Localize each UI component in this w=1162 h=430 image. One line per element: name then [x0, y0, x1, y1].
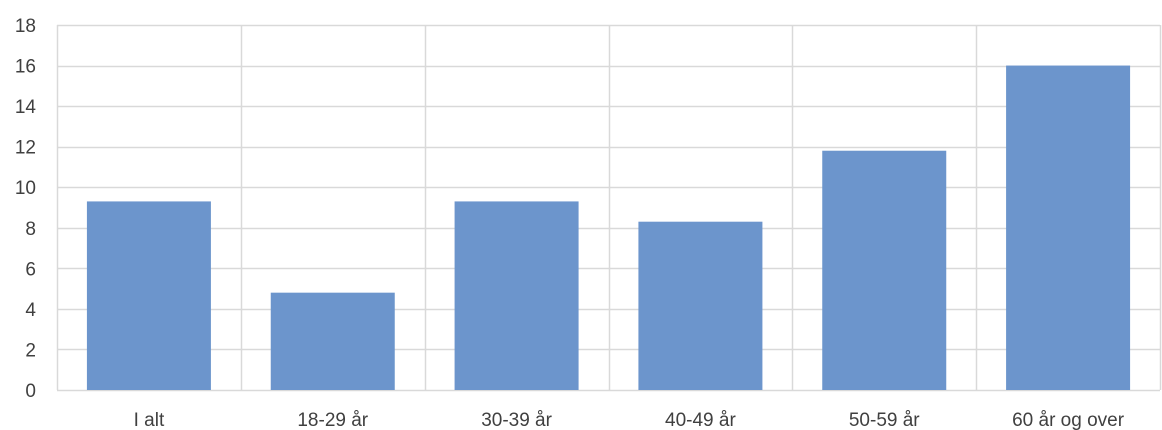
- bar: [86, 201, 211, 390]
- bars: [86, 65, 1131, 391]
- bar: [270, 292, 395, 390]
- x-axis-tick-labels: I alt 18-29 år 30-39 år 40-49 år 50-59 år 60 …: [134, 410, 1125, 430]
- gridlines: [56, 24, 1162, 392]
- y-tick-label: 16: [15, 57, 36, 78]
- y-tick-label: 18: [15, 16, 36, 37]
- y-tick-label: 10: [15, 178, 36, 199]
- x-tick-label: 60 år og over: [1012, 410, 1125, 430]
- x-tick-label: 18-29 år: [297, 410, 368, 430]
- y-tick-label: 6: [25, 259, 36, 280]
- y-tick-label: 0: [25, 381, 36, 402]
- y-tick-label: 8: [25, 219, 36, 240]
- y-axis-tick-labels: 0 2 4 6 8 10 12 14 16 18: [15, 16, 37, 402]
- x-tick-label: 40-49 år: [665, 410, 736, 430]
- x-tick-label: 30-39 år: [481, 410, 552, 430]
- bar: [638, 221, 763, 390]
- bar: [454, 201, 579, 390]
- y-tick-label: 12: [15, 138, 36, 159]
- x-tick-label: I alt: [134, 410, 165, 430]
- bar: [822, 150, 947, 390]
- y-tick-label: 14: [15, 97, 37, 118]
- y-tick-label: 2: [25, 340, 36, 361]
- bar: [1006, 65, 1131, 391]
- x-tick-label: 50-59 år: [849, 410, 920, 430]
- y-tick-label: 4: [25, 300, 36, 321]
